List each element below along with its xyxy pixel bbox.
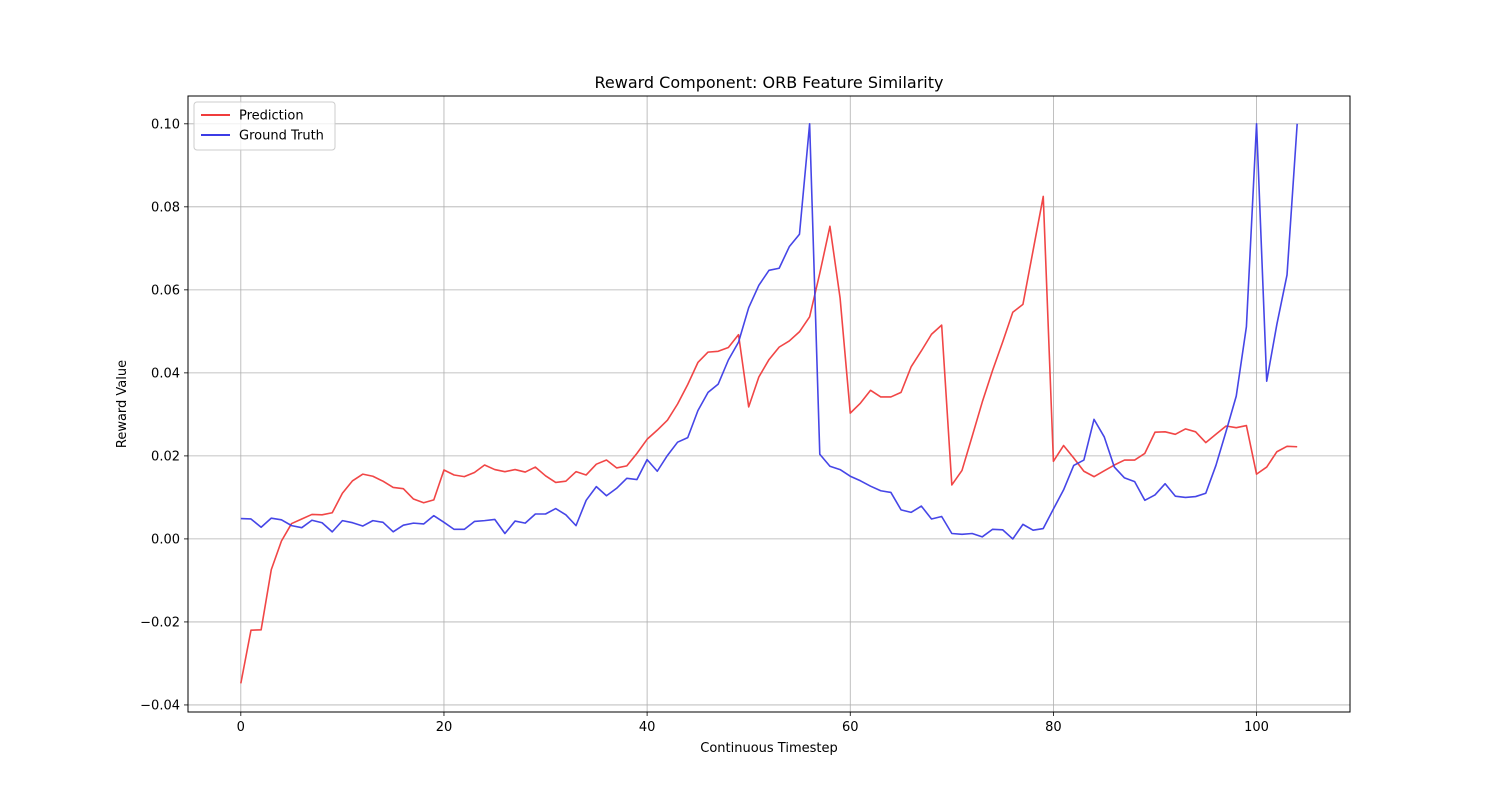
y-tick-label: 0.06	[151, 283, 180, 298]
x-tick-label: 60	[842, 720, 859, 735]
x-tick-label: 80	[1045, 720, 1062, 735]
series-lines	[240, 123, 1298, 684]
series-line-prediction	[240, 195, 1298, 684]
y-tick-label: 0.10	[151, 117, 180, 132]
chart-title: Reward Component: ORB Feature Similarity	[594, 73, 943, 92]
grid	[188, 96, 1350, 712]
y-tick-label: −0.02	[140, 615, 180, 630]
y-axis-title: Reward Value	[115, 360, 130, 448]
series-line-ground-truth	[240, 123, 1298, 540]
x-tick-label: 0	[237, 720, 245, 735]
legend-label-ground-truth: Ground Truth	[239, 129, 324, 144]
x-tick-label: 100	[1244, 720, 1269, 735]
x-tick-label: 40	[639, 720, 656, 735]
axis-ticks: 0 20 40 60 80 100 −0.04 −0.02 0.00 0.02 0.04 0.06 0.…	[140, 117, 1269, 735]
y-tick-label: 0.00	[151, 532, 180, 547]
y-tick-label: 0.04	[151, 366, 180, 381]
legend-label-prediction: Prediction	[239, 109, 304, 124]
plot-frame	[187, 95, 1351, 713]
y-tick-label: 0.08	[151, 200, 180, 215]
x-tick-label: 20	[436, 720, 453, 735]
y-tick-label: −0.04	[140, 698, 180, 713]
y-tick-label: 0.02	[151, 449, 180, 464]
legend: Prediction Ground Truth	[193, 101, 336, 151]
x-axis-title: Continuous Timestep	[700, 741, 838, 756]
